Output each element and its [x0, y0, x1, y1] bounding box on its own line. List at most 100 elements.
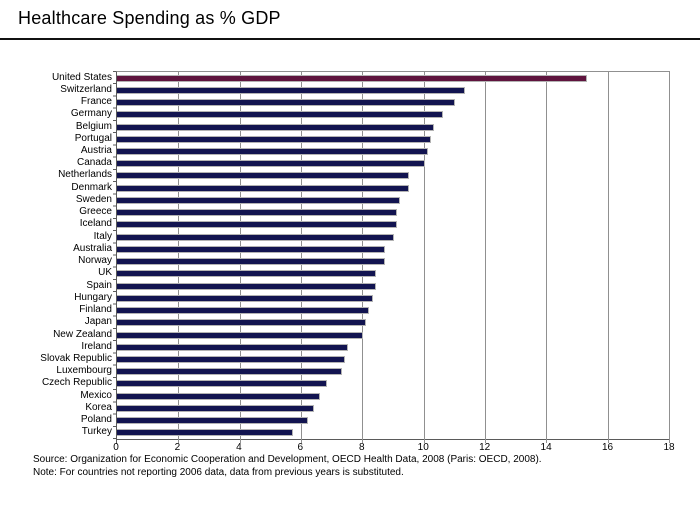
- bar-row: [117, 84, 669, 96]
- bar-row: [117, 121, 669, 133]
- gridline: [485, 72, 486, 443]
- bar-row: [117, 378, 669, 390]
- category-label: Greece: [79, 206, 112, 218]
- source-text: Source: Organization for Economic Cooper…: [33, 454, 542, 465]
- bar: [117, 404, 315, 412]
- bar: [117, 356, 345, 363]
- bar: [117, 86, 465, 94]
- bar-row: [117, 292, 669, 304]
- category-label: Finland: [79, 304, 112, 316]
- title-divider: [0, 38, 700, 40]
- x-tick-label: 6: [297, 442, 304, 453]
- bar-row: [117, 72, 669, 84]
- gridline: [423, 72, 425, 443]
- category-label: Denmark: [71, 181, 112, 193]
- gridline: [607, 72, 609, 443]
- category-label: Spain: [86, 279, 112, 291]
- zero-tick: [116, 440, 117, 444]
- bar-row: [117, 402, 669, 414]
- bar-row: [117, 304, 669, 316]
- bar: [117, 196, 401, 204]
- bar-row: [117, 280, 669, 292]
- bar: [117, 123, 434, 131]
- category-label: Czech Republic: [41, 377, 112, 389]
- bar-row: [117, 158, 669, 170]
- bar: [117, 99, 456, 107]
- bar-row: [117, 243, 669, 255]
- category-label: Hungary: [74, 291, 112, 303]
- x-tick-label: 18: [663, 442, 675, 453]
- bar-row: [117, 170, 669, 182]
- bar-row: [117, 341, 669, 353]
- bars-area: [117, 72, 669, 439]
- x-tick-label: 10: [417, 442, 429, 453]
- bar-row: [117, 194, 669, 206]
- bar: [117, 319, 367, 327]
- category-label: United States: [51, 71, 112, 83]
- category-label: Switzerland: [60, 83, 112, 95]
- bar-row: [117, 415, 669, 427]
- plot-area: [116, 71, 670, 444]
- bar: [117, 282, 376, 290]
- bar: [117, 294, 373, 302]
- bar: [117, 245, 385, 253]
- bar: [117, 209, 398, 217]
- category-label: Korea: [85, 401, 112, 413]
- bar-row: [117, 268, 669, 280]
- category-label: Turkey: [81, 426, 112, 438]
- x-tick-label: 4: [236, 442, 242, 453]
- page-title: Healthcare Spending as % GDP: [18, 8, 281, 28]
- bar: [117, 148, 428, 156]
- gridline: [301, 72, 302, 443]
- bar-row: [117, 96, 669, 108]
- x-tick-label: 2: [174, 442, 181, 453]
- bar-row: [117, 133, 669, 145]
- category-label: Australia: [73, 242, 112, 254]
- gridline: [669, 72, 670, 443]
- bar: [117, 380, 327, 388]
- category-label: Austria: [80, 145, 112, 157]
- category-label: Luxembourg: [56, 365, 112, 377]
- x-tick-label: 14: [540, 442, 552, 453]
- chart-footer: Source: Organization for Economic Cooper…: [33, 454, 542, 479]
- bar: [117, 258, 385, 266]
- bar: [117, 429, 293, 437]
- note-text: Note: For countries not reporting 2006 d…: [33, 466, 404, 478]
- category-label: Germany: [70, 108, 112, 120]
- category-label: Mexico: [80, 389, 112, 401]
- category-label: Belgium: [75, 120, 112, 132]
- bar: [117, 111, 444, 119]
- bar-row: [117, 219, 669, 231]
- x-tick-label: 8: [358, 442, 365, 453]
- bar: [117, 135, 431, 143]
- bar-row: [117, 390, 669, 402]
- bar-row: [117, 366, 669, 378]
- bar: [117, 331, 364, 339]
- bar: [117, 233, 394, 241]
- category-label: Japan: [84, 316, 112, 328]
- bar-row: [117, 182, 669, 194]
- category-label: France: [80, 96, 112, 108]
- category-label: Sweden: [75, 193, 112, 205]
- bar: [117, 417, 309, 425]
- bar: [117, 221, 398, 229]
- bar-row: [117, 145, 669, 157]
- x-axis-labels: 0 2 4 6 8 10 12 14 16 18: [113, 442, 674, 454]
- category-label: Poland: [80, 414, 112, 426]
- gridline: [178, 72, 180, 443]
- bar: [117, 343, 348, 351]
- gridline: [546, 72, 548, 443]
- category-label: Italy: [93, 230, 112, 242]
- bar: [117, 74, 588, 82]
- category-label: UK: [98, 267, 112, 279]
- gridline: [239, 72, 241, 443]
- category-labels: United States Switzerland France Germany Bel…: [0, 71, 112, 438]
- bar: [117, 368, 342, 376]
- category-label: Portugal: [74, 132, 112, 144]
- x-tick-label: 0: [113, 442, 119, 453]
- gridline: [362, 72, 364, 443]
- bar: [117, 172, 410, 180]
- bar: [117, 392, 321, 400]
- category-label: Norway: [78, 255, 112, 267]
